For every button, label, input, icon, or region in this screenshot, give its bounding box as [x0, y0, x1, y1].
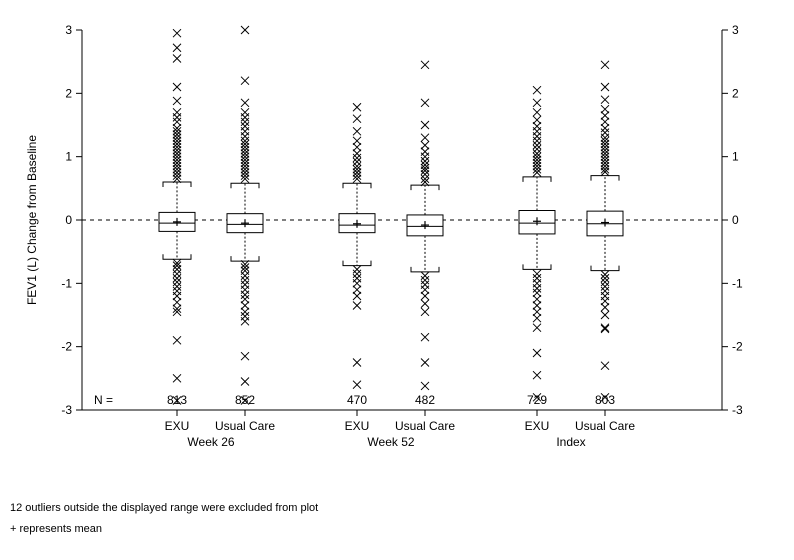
svg-text:0: 0: [65, 213, 72, 227]
svg-text:470: 470: [347, 393, 367, 407]
svg-text:2: 2: [65, 86, 72, 100]
svg-text:Usual Care: Usual Care: [395, 419, 455, 433]
svg-text:813: 813: [167, 393, 187, 407]
svg-text:EXU: EXU: [165, 419, 190, 433]
svg-text:1: 1: [732, 150, 739, 164]
svg-text:852: 852: [235, 393, 255, 407]
svg-text:N =: N =: [94, 393, 113, 407]
svg-text:Usual Care: Usual Care: [215, 419, 275, 433]
svg-text:482: 482: [415, 393, 435, 407]
svg-text:EXU: EXU: [345, 419, 370, 433]
svg-text:3: 3: [732, 23, 739, 37]
svg-text:1: 1: [65, 150, 72, 164]
svg-text:Index: Index: [556, 435, 585, 449]
svg-text:729: 729: [527, 393, 547, 407]
footnotes: 12 outliers outside the displayed range …: [10, 498, 784, 540]
footnote-mean-symbol: + represents mean: [10, 519, 784, 540]
svg-text:Week 52: Week 52: [367, 435, 414, 449]
svg-text:-2: -2: [61, 340, 72, 354]
boxplot-svg: -3 -3 -2 -2 -1 -1 0 0 1 1 2 2 3 3 FEV1 (L) Change from…: [10, 20, 770, 480]
svg-text:3: 3: [65, 23, 72, 37]
svg-text:-1: -1: [732, 276, 743, 290]
svg-text:EXU: EXU: [525, 419, 550, 433]
chart-container: -3 -3 -2 -2 -1 -1 0 0 1 1 2 2 3 3 FEV1 (L) Change from…: [10, 20, 770, 480]
svg-text:-2: -2: [732, 340, 743, 354]
svg-text:2: 2: [732, 86, 739, 100]
svg-text:-1: -1: [61, 276, 72, 290]
svg-text:0: 0: [732, 213, 739, 227]
footnote-outliers: 12 outliers outside the displayed range …: [10, 498, 784, 519]
svg-text:803: 803: [595, 393, 615, 407]
svg-text:FEV1 (L) Change from Baseline: FEV1 (L) Change from Baseline: [25, 135, 39, 305]
svg-text:-3: -3: [61, 403, 72, 417]
svg-text:-3: -3: [732, 403, 743, 417]
svg-text:Week 26: Week 26: [187, 435, 234, 449]
svg-text:Usual Care: Usual Care: [575, 419, 635, 433]
